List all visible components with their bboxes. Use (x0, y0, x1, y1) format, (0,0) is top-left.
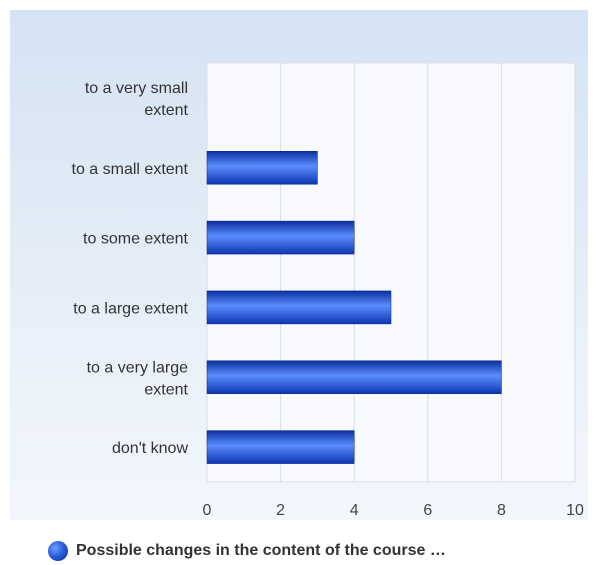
category-label: extent (144, 102, 188, 119)
category-label: to some extent (83, 231, 189, 248)
legend: Possible changes in the content of the c… (48, 541, 446, 561)
legend-label: Possible changes in the content of the c… (76, 542, 446, 559)
category-label: to a large extent (73, 300, 188, 317)
category-label: don't know (112, 440, 188, 457)
plot-area (206, 62, 576, 483)
category-label: to a small extent (72, 161, 189, 178)
bar (206, 290, 392, 325)
category-label: to a very small (85, 80, 188, 97)
x-tick-label: 0 (203, 502, 212, 519)
bar (206, 430, 355, 464)
x-tick-label: 10 (566, 502, 584, 519)
bar (206, 151, 318, 185)
category-label: to a very large (87, 359, 188, 376)
x-tick-label: 8 (497, 502, 506, 519)
x-tick-label: 2 (276, 502, 285, 519)
x-tick-label: 6 (423, 502, 432, 519)
bar (206, 220, 355, 255)
category-label: extent (144, 381, 188, 398)
bar (206, 360, 502, 394)
legend-marker-icon (48, 541, 68, 561)
x-tick-label: 4 (350, 502, 359, 519)
